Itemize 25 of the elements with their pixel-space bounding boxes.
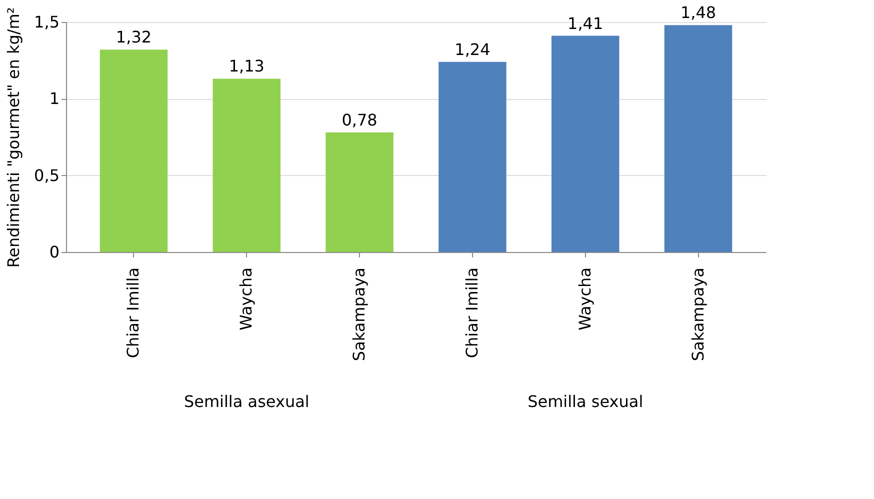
data-label: 1,24: [454, 40, 490, 59]
data-label: 1,32: [116, 28, 152, 47]
y-tick-label: 0: [49, 242, 60, 262]
x-tick-label: Chiar Imilla: [462, 268, 482, 358]
x-tick-label: Waycha: [575, 268, 594, 330]
text: Semilla sexual: [528, 392, 644, 411]
data-label: 1,13: [228, 56, 264, 76]
data-label: 0,78: [342, 110, 378, 130]
bar: [664, 25, 732, 252]
x-tick-label: Sakampaya: [350, 268, 369, 362]
x-tick-label: Waycha: [236, 268, 256, 330]
y-tick-label: 0,5: [34, 166, 60, 185]
bar: [438, 62, 506, 252]
bar: [212, 78, 281, 252]
text: Semilla asexual: [184, 392, 310, 411]
y-axis-title: Rendimienti "gourmet" en kg/m²: [4, 7, 24, 268]
data-label: 1,48: [680, 3, 716, 22]
data-label: 1,41: [568, 14, 604, 33]
bar: [326, 132, 394, 252]
bar: [100, 50, 168, 252]
y-tick-label: 1: [49, 89, 60, 108]
y-tick-label: 1,5: [34, 12, 60, 32]
bar: [551, 36, 620, 252]
x-tick-label: Chiar Imilla: [124, 268, 143, 358]
x-tick-label: Sakampaya: [688, 268, 708, 362]
